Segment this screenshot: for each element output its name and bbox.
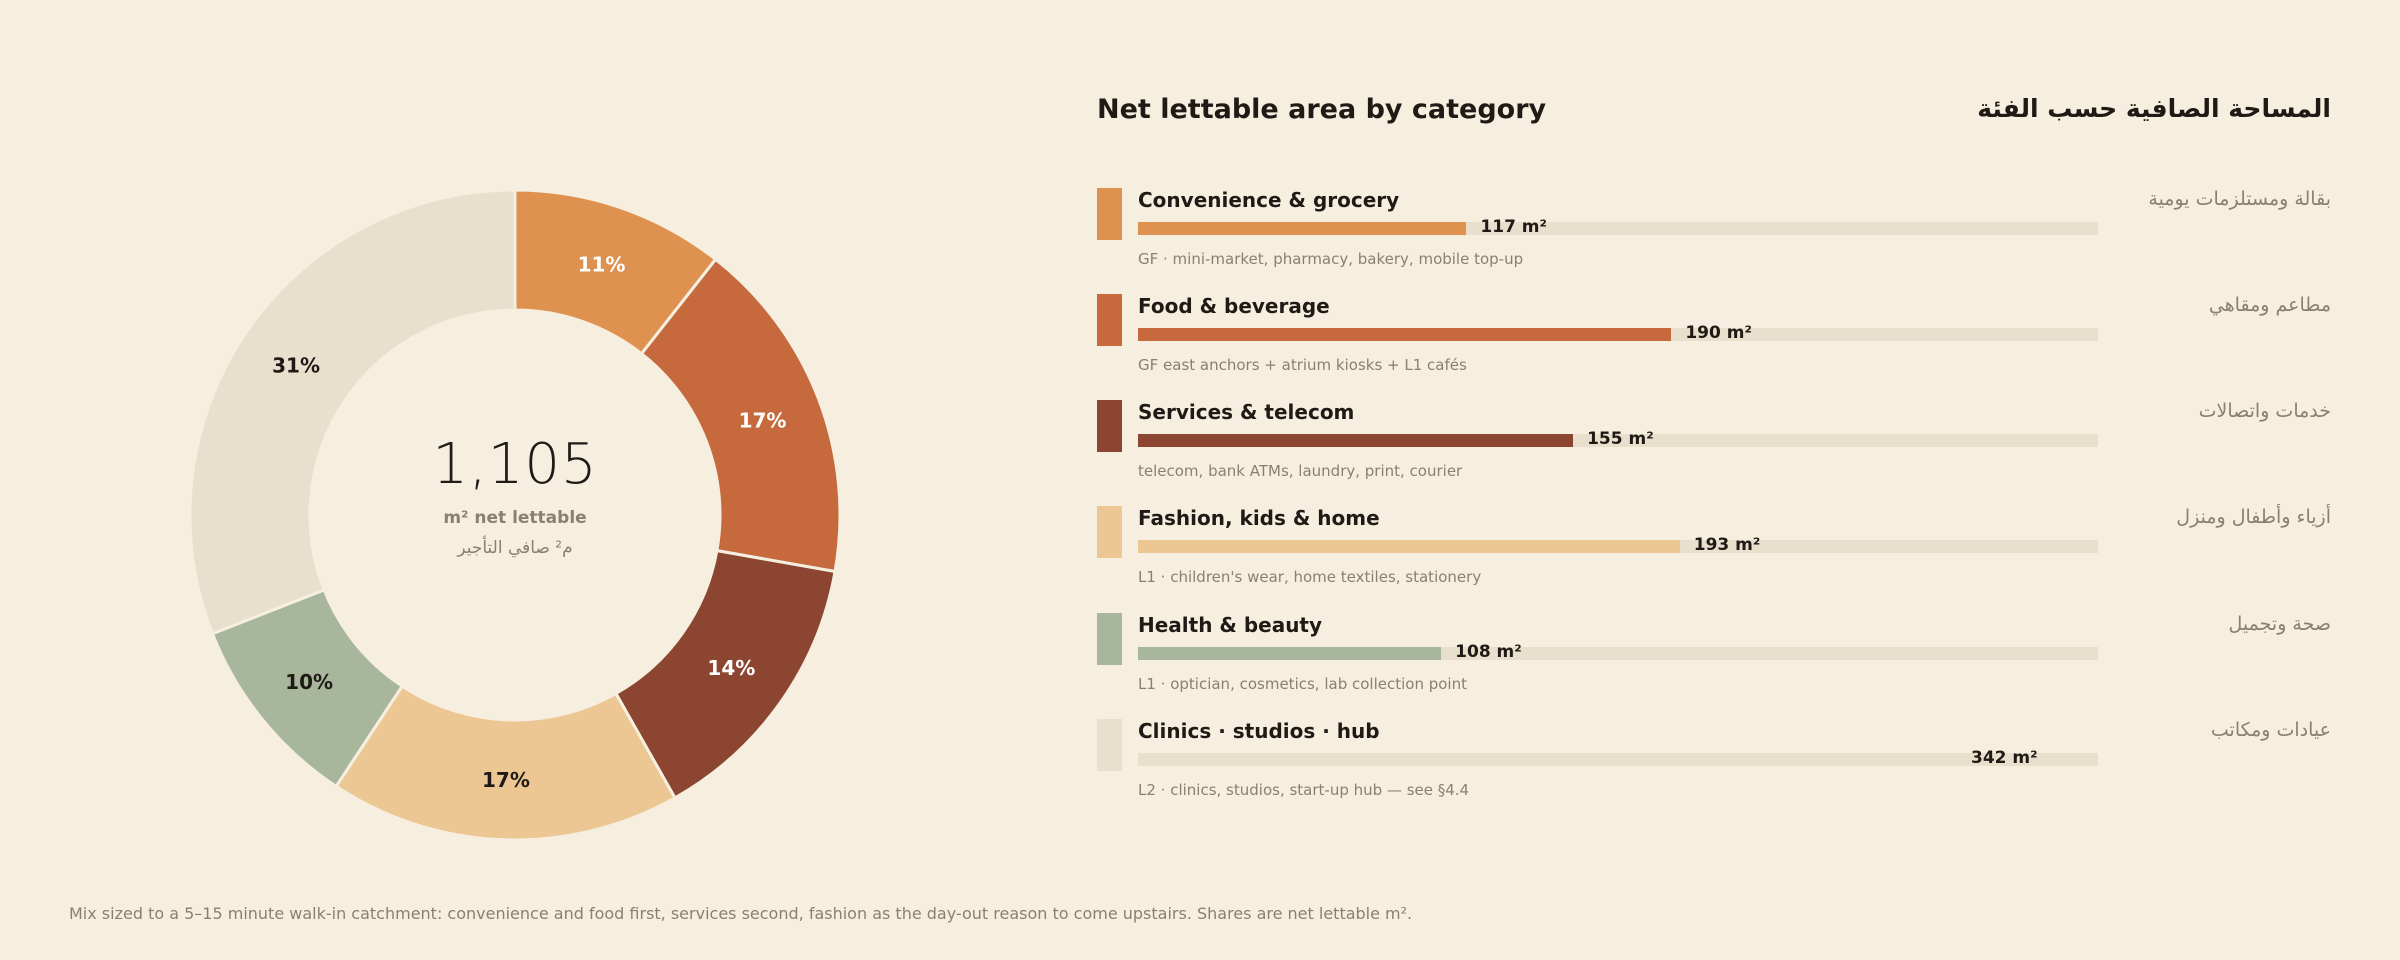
slice-percent-label: 31% (272, 354, 320, 378)
category-swatch (1097, 719, 1122, 771)
bar-track (1138, 540, 2098, 553)
category-label-ar: بقالة ومستلزمات يومية (2148, 188, 2331, 210)
category-row: Convenience & grocery بقالة ومستلزمات يو… (1097, 188, 2331, 288)
category-label: Convenience & grocery (1138, 188, 1400, 212)
bar-fill (1138, 328, 1672, 341)
category-label: Fashion, kids & home (1138, 506, 1380, 530)
donut-chart: 11% 17% 14% 17% 10% 31% 1,105 m² net lettable… (150, 150, 880, 880)
bar-track (1138, 753, 2098, 766)
bar-value-label: 108 m² (1455, 642, 1522, 662)
bar-track (1138, 434, 2098, 447)
category-note: L1 · optician, cosmetics, lab collection… (1138, 675, 1467, 693)
category-label: Health & beauty (1138, 613, 1323, 637)
category-label: Food & beverage (1138, 294, 1330, 318)
category-label: Services & telecom (1138, 400, 1355, 424)
bar-fill (1138, 434, 1574, 447)
category-row: Fashion, kids & home أزياء وأطفال ومنزل … (1097, 506, 2331, 606)
category-row: Health & beauty صحة وتجميل 108 m² L1 · o… (1097, 613, 2331, 713)
donut-slice (334, 684, 678, 842)
category-swatch (1097, 400, 1122, 452)
category-label-ar: أزياء وأطفال ومنزل (2176, 506, 2331, 528)
slice-percent-label: 11% (578, 253, 626, 277)
category-label-ar: مطاعم ومقاهي (2208, 294, 2331, 316)
category-row: Clinics · studios · hub عيادات ومكاتب 34… (1097, 719, 2331, 819)
bar-track (1138, 222, 2098, 235)
panel-title-ar: المساحة الصافية حسب الفئة (1977, 94, 2331, 123)
category-label-ar: خدمات واتصالات (2198, 400, 2331, 422)
category-note: L2 · clinics, studios, start-up hub — se… (1138, 781, 1470, 799)
category-label-ar: عيادات ومكاتب (2210, 719, 2331, 741)
category-note: GF east anchors + atrium kiosks + L1 caf… (1138, 356, 1467, 374)
category-note: telecom, bank ATMs, laundry, print, cour… (1138, 462, 1463, 480)
bar-fill (1138, 647, 1442, 660)
slice-percent-label: 17% (482, 768, 530, 792)
footnote: Mix sized to a 5–15 minute walk-in catch… (69, 904, 1413, 923)
donut-slice (639, 257, 842, 574)
bar-value-label: 193 m² (1693, 535, 1761, 555)
donut-slice (188, 188, 517, 636)
panel-title: Net lettable area by category (1097, 94, 1547, 125)
category-note: GF · mini-market, pharmacy, bakery, mobi… (1138, 250, 1524, 268)
slice-percent-label: 17% (739, 408, 787, 432)
bar-value-label: 155 m² (1587, 429, 1654, 449)
bar-track (1138, 328, 2098, 341)
category-label: Clinics · studios · hub (1138, 719, 1380, 743)
bar-value-label: 117 m² (1480, 217, 1547, 237)
bar-track (1138, 647, 2098, 660)
category-row: Services & telecom خدمات واتصالات 155 m²… (1097, 400, 2331, 500)
category-swatch (1097, 188, 1122, 240)
category-swatch (1097, 613, 1122, 665)
slice-percent-label: 14% (707, 656, 755, 680)
category-note: L1 · children's wear, home textiles, sta… (1138, 568, 1482, 586)
slice-percent-label: 10% (285, 670, 333, 694)
bar-fill (1138, 540, 1680, 553)
category-label-ar: صحة وتجميل (2228, 613, 2331, 635)
category-row: Food & beverage مطاعم ومقاهي 190 m² GF e… (1097, 294, 2331, 394)
category-swatch (1097, 294, 1122, 346)
bar-fill (1138, 222, 1467, 235)
category-swatch (1097, 506, 1122, 558)
bar-value-label: 190 m² (1685, 323, 1752, 343)
bar-value-label: 342 m² (1971, 748, 2038, 768)
donut-svg: 11% 17% 14% 17% 10% 31% (188, 188, 842, 842)
